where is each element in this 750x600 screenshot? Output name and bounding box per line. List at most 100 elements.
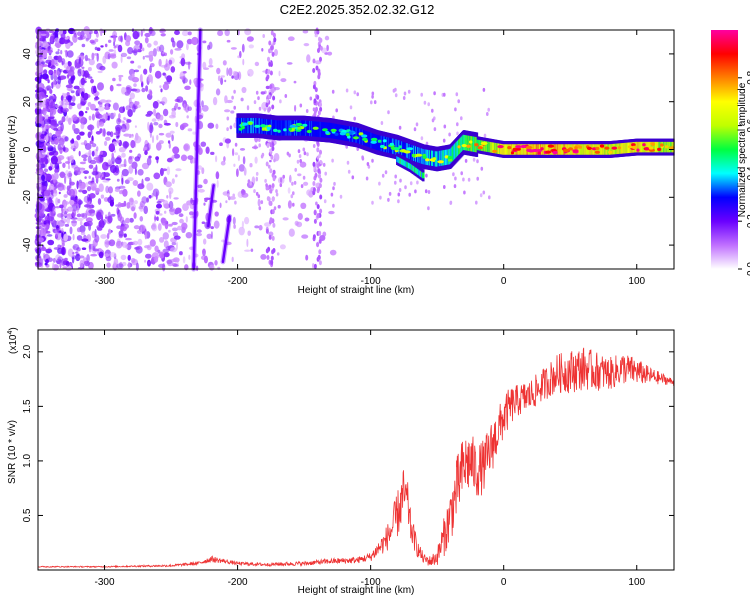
- noise-speck: [219, 142, 223, 146]
- noise-speck: [123, 158, 127, 168]
- noise-speck: [78, 182, 86, 190]
- noise-speck: [331, 158, 334, 163]
- noise-speck: [121, 168, 129, 177]
- snr-x-ticks: -300 -200 -100 0 100: [95, 330, 646, 588]
- noise-speck: [195, 265, 199, 272]
- noise-speck: [205, 146, 210, 154]
- noise-speck: [201, 167, 205, 175]
- noise-speck: [225, 200, 228, 204]
- noise-speck: [148, 143, 151, 148]
- noise-speck: [130, 198, 134, 203]
- noise-speck: [269, 189, 273, 194]
- noise-speck: [269, 159, 272, 163]
- noise-speck: [107, 215, 113, 224]
- noise-speck: [171, 221, 178, 226]
- noise-speck: [201, 100, 204, 108]
- noise-speck: [78, 255, 85, 259]
- noise-speck: [63, 233, 69, 242]
- noise-speck: [86, 58, 91, 61]
- noise-speck: [200, 141, 207, 147]
- noise-speck: [99, 222, 102, 228]
- noise-speck: [36, 183, 43, 191]
- noise-speck: [409, 181, 413, 186]
- noise-speck: [241, 192, 249, 198]
- noise-speck: [127, 108, 133, 118]
- noise-speck: [118, 147, 126, 153]
- noise-speck: [98, 121, 105, 127]
- noise-speck: [318, 154, 321, 158]
- snr-x-tick-label: -100: [361, 577, 381, 588]
- noise-speck: [269, 217, 273, 223]
- noise-speck: [128, 97, 132, 104]
- noise-speck: [482, 87, 486, 92]
- noise-speck: [394, 174, 398, 179]
- noise-speck: [346, 160, 350, 165]
- noise-speck: [81, 247, 87, 250]
- noise-speck: [260, 154, 264, 159]
- noise-speck: [174, 102, 179, 108]
- noise-speck: [102, 180, 110, 183]
- noise-speck: [332, 203, 335, 208]
- noise-speck: [94, 96, 100, 100]
- noise-speck: [65, 265, 72, 272]
- noise-speck: [43, 220, 51, 224]
- noise-speck: [240, 97, 244, 102]
- noise-speck: [349, 105, 353, 110]
- snr-y-tick-label: 0.5: [22, 508, 33, 522]
- noise-speck: [66, 92, 70, 96]
- noise-speck: [85, 182, 89, 188]
- noise-speck: [76, 235, 83, 241]
- noise-speck: [156, 216, 159, 221]
- noise-speck: [303, 151, 307, 156]
- noise-speck: [258, 143, 262, 148]
- noise-speck: [37, 237, 44, 242]
- noise-speck: [169, 190, 172, 200]
- trace-blob: [594, 150, 600, 154]
- noise-speck: [323, 199, 327, 204]
- trace-blob: [362, 137, 368, 141]
- noise-speck: [175, 121, 179, 128]
- noise-speck: [50, 73, 54, 81]
- noise-speck: [306, 189, 312, 196]
- noise-speck: [319, 194, 323, 200]
- noise-speck: [248, 44, 254, 49]
- noise-speck: [265, 248, 269, 254]
- noise-speck: [152, 101, 159, 109]
- trace-blob: [669, 146, 675, 150]
- noise-speck: [81, 43, 86, 48]
- noise-speck: [127, 254, 131, 261]
- noise-speck: [179, 251, 183, 256]
- noise-speck: [316, 147, 320, 153]
- noise-speck: [40, 226, 44, 235]
- noise-speck: [68, 188, 76, 197]
- noise-speck: [141, 178, 144, 188]
- noise-speck: [433, 127, 437, 132]
- noise-speck: [46, 46, 53, 52]
- noise-speck: [161, 217, 167, 226]
- noise-speck: [90, 78, 94, 84]
- noise-speck: [52, 257, 56, 263]
- noise-speck: [79, 220, 83, 226]
- noise-speck: [324, 35, 330, 41]
- noise-speck: [175, 207, 182, 214]
- noise-speck: [260, 254, 267, 260]
- noise-speck: [61, 239, 65, 245]
- spectrogram-y-tick-label: 20: [22, 96, 33, 108]
- noise-speck: [144, 150, 148, 156]
- noise-speck: [58, 137, 65, 146]
- noise-speck: [299, 161, 307, 168]
- noise-speck: [427, 190, 431, 194]
- noise-speck: [169, 130, 175, 134]
- noise-speck: [97, 70, 103, 74]
- noise-speck: [226, 127, 229, 132]
- noise-speck: [125, 105, 131, 111]
- noise-speck: [173, 197, 179, 200]
- noise-speck: [178, 213, 184, 218]
- noise-speck: [187, 106, 192, 111]
- noise-speck: [93, 30, 98, 35]
- noise-speck: [300, 202, 307, 209]
- noise-speck: [83, 92, 89, 101]
- noise-speck: [72, 233, 75, 241]
- snr-y-multiplier-close: ): [8, 327, 19, 330]
- noise-speck: [104, 106, 110, 110]
